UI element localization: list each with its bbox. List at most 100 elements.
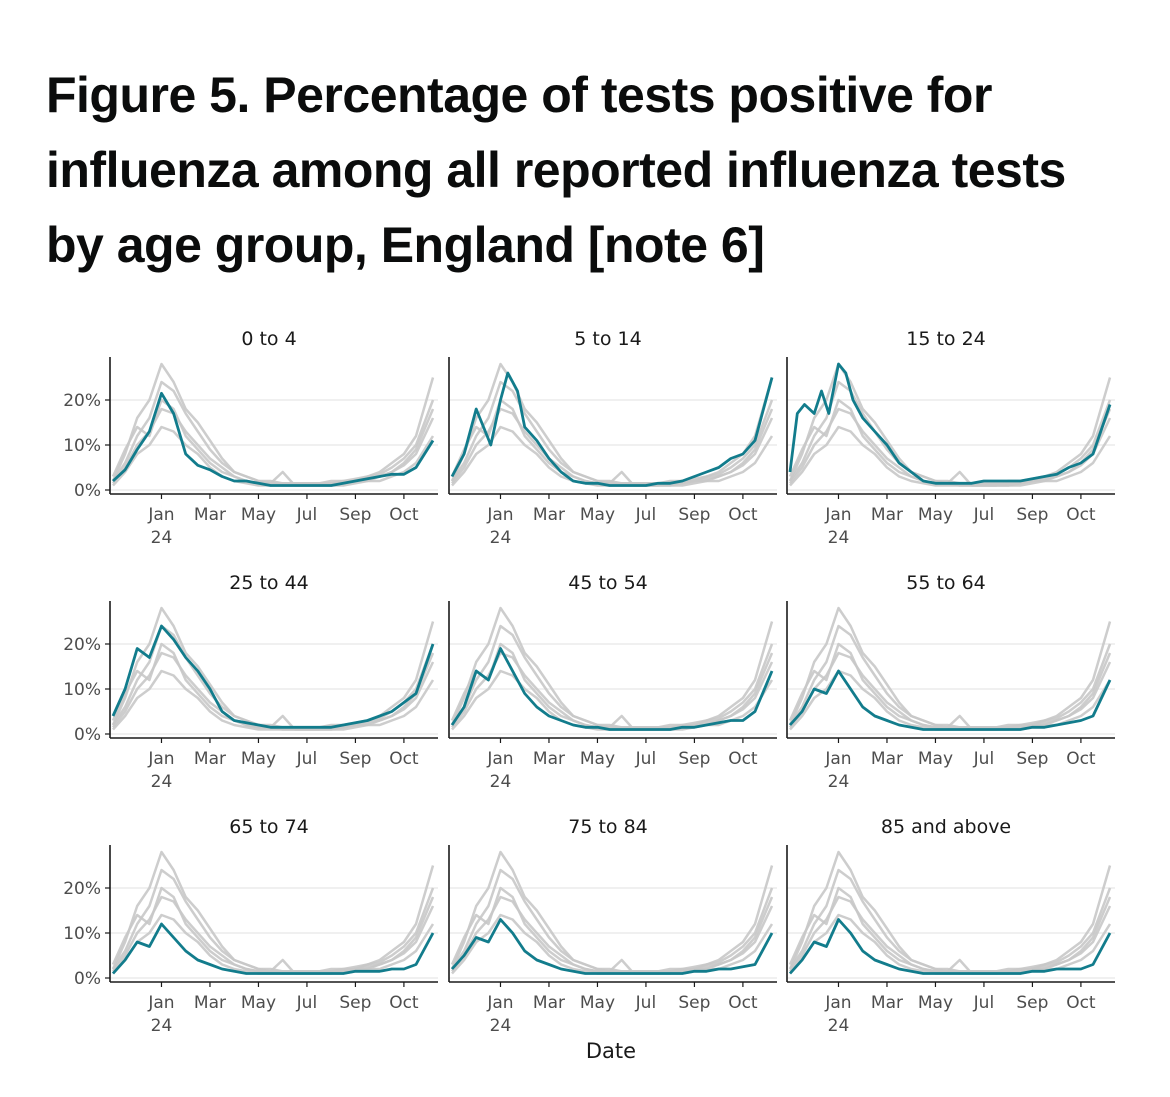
facet-title: 65 to 74 xyxy=(229,816,309,838)
x-tick-label: Sep xyxy=(678,749,710,769)
x-tick-label: Jul xyxy=(635,993,657,1013)
x-tick-label: Sep xyxy=(678,505,710,525)
x-tick-label: May xyxy=(241,993,276,1013)
season-2023-24-line xyxy=(788,669,1112,731)
x-tick-label: Jan 24 xyxy=(486,749,513,792)
x-tick-label: Oct xyxy=(1066,993,1096,1013)
x-tick-label: Oct xyxy=(389,749,419,769)
x-tick-label: Sep xyxy=(1016,749,1048,769)
x-tick-label: Jul xyxy=(296,505,318,525)
x-tick-label: Sep xyxy=(339,505,371,525)
y-tick-label: 10% xyxy=(63,924,101,944)
other-season-line xyxy=(451,425,774,487)
x-tick-label: Jul xyxy=(973,993,995,1013)
facet-title: 0 to 4 xyxy=(241,328,296,350)
season-2023-24-line xyxy=(111,624,435,729)
x-tick-label: Jul xyxy=(296,993,318,1013)
season-2023-24-line xyxy=(450,647,774,731)
other-season-line xyxy=(788,850,1112,973)
other-season-line xyxy=(450,886,774,975)
x-tick-label: Oct xyxy=(728,749,758,769)
x-tick-label: May xyxy=(580,993,615,1013)
x-tick-label: May xyxy=(918,993,953,1013)
x-tick-label: Mar xyxy=(194,749,226,769)
x-tick-label: May xyxy=(580,505,615,525)
other-season-line xyxy=(788,886,1112,975)
season-2023-24-line xyxy=(111,922,435,975)
page-title: Figure 5. Percentage of tests positive f… xyxy=(46,67,1066,273)
x-tick-label: Oct xyxy=(1066,749,1096,769)
season-2023-24-line xyxy=(450,918,774,975)
x-tick-label: Sep xyxy=(1016,993,1048,1013)
facet-title: 25 to 44 xyxy=(229,572,309,594)
other-season-line xyxy=(450,362,774,485)
x-tick-label: Oct xyxy=(389,505,419,525)
other-season-line xyxy=(788,642,1112,731)
other-season-line xyxy=(112,669,435,731)
x-tick-label: Sep xyxy=(1016,505,1048,525)
facet-title: 75 to 84 xyxy=(568,816,648,838)
x-tick-label: Mar xyxy=(533,749,565,769)
x-tick-label: Jul xyxy=(973,749,995,769)
x-tick-label: Mar xyxy=(871,505,903,525)
y-tick-label: 10% xyxy=(63,436,101,456)
x-tick-label: Jan 24 xyxy=(147,993,174,1036)
x-tick-label: Sep xyxy=(339,749,371,769)
x-tick-label: Jan 24 xyxy=(147,749,174,792)
x-tick-label: May xyxy=(580,749,615,769)
x-tick-label: May xyxy=(241,505,276,525)
facet-title: 45 to 54 xyxy=(568,572,648,594)
x-tick-label: Mar xyxy=(194,505,226,525)
x-tick-label: Jan 24 xyxy=(486,993,513,1036)
x-tick-label: Sep xyxy=(339,993,371,1013)
facet-title: 15 to 24 xyxy=(906,328,986,350)
y-tick-label: 20% xyxy=(63,635,101,655)
other-season-line xyxy=(450,642,774,731)
other-season-line xyxy=(789,425,1112,487)
x-tick-label: Mar xyxy=(871,749,903,769)
other-season-line xyxy=(111,886,435,975)
x-tick-label: Mar xyxy=(194,993,226,1013)
x-tick-label: Jan 24 xyxy=(486,505,513,548)
facet-title: 5 to 14 xyxy=(574,328,641,350)
x-tick-label: May xyxy=(241,749,276,769)
facet-title: 85 and above xyxy=(881,816,1011,838)
other-season-line xyxy=(111,850,435,973)
x-tick-label: Jul xyxy=(973,505,995,525)
season-2023-24-line xyxy=(112,391,435,487)
x-tick-label: Mar xyxy=(533,505,565,525)
season-2023-24-line xyxy=(788,362,1112,485)
x-tick-label: Jul xyxy=(635,505,657,525)
other-season-line xyxy=(111,362,435,485)
other-season-line xyxy=(450,850,774,973)
x-tick-label: Jan 24 xyxy=(824,505,851,548)
x-axis-title: Date xyxy=(586,1039,636,1063)
x-tick-label: Jan 24 xyxy=(147,505,174,548)
x-tick-label: Jan 24 xyxy=(824,993,851,1036)
season-2023-24-line xyxy=(450,371,774,487)
x-tick-label: Oct xyxy=(389,993,419,1013)
facet-title: 55 to 64 xyxy=(906,572,986,594)
x-tick-label: Jan 24 xyxy=(824,749,851,792)
y-tick-label: 10% xyxy=(63,680,101,700)
x-tick-label: Oct xyxy=(728,505,758,525)
x-tick-label: Jul xyxy=(635,749,657,769)
other-season-line xyxy=(450,398,774,487)
x-tick-label: May xyxy=(918,749,953,769)
x-tick-label: May xyxy=(918,505,953,525)
y-tick-label: 20% xyxy=(63,879,101,899)
x-tick-label: Oct xyxy=(1066,505,1096,525)
x-tick-label: Jul xyxy=(296,749,318,769)
x-tick-label: Oct xyxy=(728,993,758,1013)
y-tick-label: 0% xyxy=(74,481,101,501)
other-season-line xyxy=(450,606,774,729)
x-tick-label: Sep xyxy=(678,993,710,1013)
y-tick-label: 20% xyxy=(63,391,101,411)
season-2023-24-line xyxy=(788,918,1112,975)
x-tick-label: Mar xyxy=(533,993,565,1013)
y-tick-label: 0% xyxy=(74,725,101,745)
x-tick-label: Mar xyxy=(871,993,903,1013)
other-season-line xyxy=(789,669,1112,731)
y-tick-label: 0% xyxy=(74,969,101,989)
